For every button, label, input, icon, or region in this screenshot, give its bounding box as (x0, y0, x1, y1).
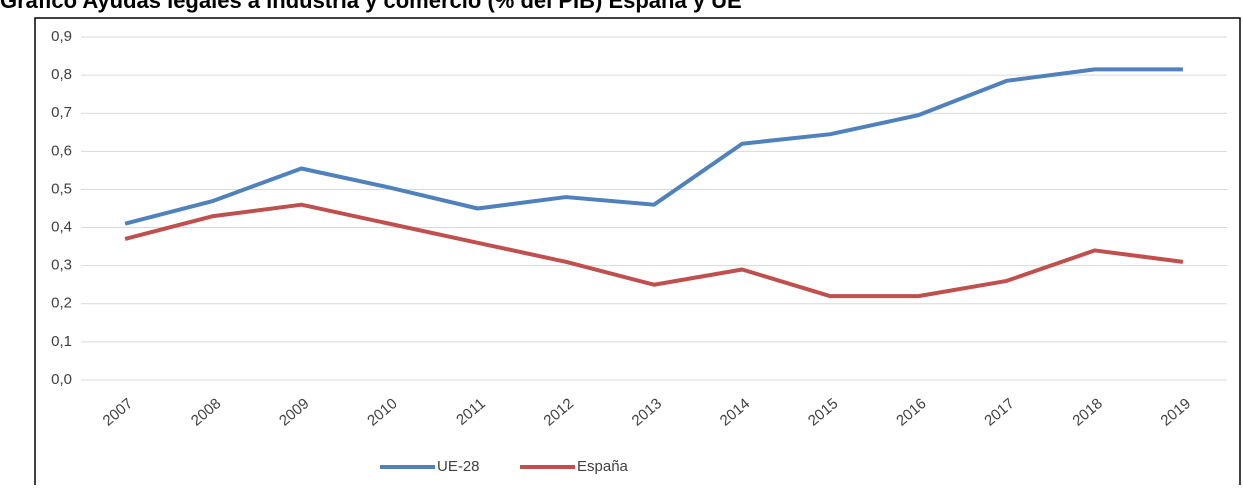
y-tick-label: 0,4 (51, 219, 72, 236)
x-tick-label: 2012 (540, 395, 576, 429)
x-tick-label: 2013 (629, 395, 665, 429)
y-tick-label: 0,6 (51, 142, 72, 159)
y-tick-label: 0,9 (51, 28, 72, 45)
legend-label: España (577, 458, 629, 475)
x-tick-label: 2009 (276, 395, 312, 429)
x-tick-label: 2011 (453, 395, 489, 429)
x-tick-label: 2010 (364, 395, 400, 429)
x-tick-label: 2017 (981, 395, 1017, 429)
chart-border (34, 17, 1241, 490)
x-tick-label: 2007 (100, 395, 136, 429)
y-tick-label: 0,3 (51, 257, 72, 274)
y-tick-label: 0,5 (51, 180, 72, 197)
x-tick-label: 2019 (1158, 395, 1194, 429)
y-tick-label: 0,2 (51, 295, 72, 312)
y-tick-label: 0,7 (51, 104, 72, 121)
x-tick-label: 2008 (188, 395, 224, 429)
chart-title: Gráfico Ayudas legales a industria y com… (0, 0, 742, 13)
legend-label: UE-28 (437, 458, 480, 475)
x-tick-label: 2016 (893, 395, 929, 429)
x-tick-label: 2018 (1069, 395, 1105, 429)
y-tick-label: 0,1 (51, 333, 72, 350)
y-tick-label: 0,0 (51, 371, 72, 388)
x-tick-label: 2015 (805, 395, 841, 429)
series-line (124, 67, 1183, 226)
x-tick-label: 2014 (717, 395, 753, 429)
series-line (124, 202, 1184, 299)
y-tick-label: 0,8 (51, 66, 72, 83)
